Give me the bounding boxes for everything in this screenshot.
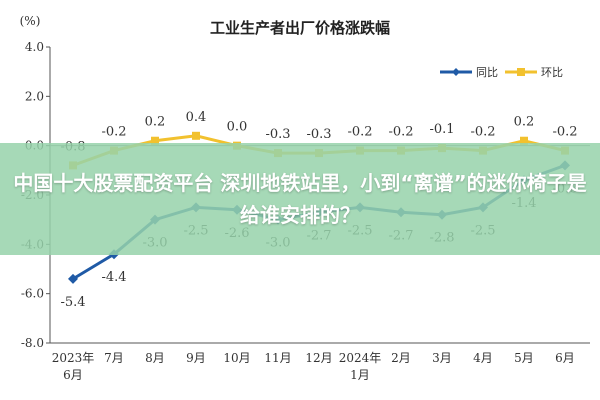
y-tick-label: 2.0 [25,89,44,103]
data-label-yoy: -4.4 [101,270,126,285]
data-label-mom: -0.3 [306,127,331,142]
legend: 同比 环比 [440,66,563,79]
data-label-mom: -0.2 [101,125,126,140]
x-tick-label: 9月 [186,351,206,365]
data-label-mom: -0.2 [552,125,577,140]
data-label-mom: -0.2 [388,125,413,140]
point-mom [520,136,528,145]
data-label-mom: -0.2 [470,125,495,140]
legend-marker-mom [517,68,525,76]
y-axis-unit-label: (%) [20,14,41,28]
y-tick-label: 4.0 [25,40,44,54]
data-label-yoy: -5.4 [60,295,85,310]
headline-banner[interactable]: 中国十大股票配资平台 深圳地铁站里，小到“离谱”的迷你椅子是给谁安排的？ [0,143,600,255]
x-axis-ticks: 2023年 6月 7月 8月 9月 10月 11月 12月 2024年 1月 2月 3月 4月 5月 6月 [52,351,575,382]
x-tick-label: 2月 [391,351,411,365]
data-label-mom: -0.2 [347,125,372,140]
data-label-mom: 0.4 [186,110,207,125]
headline-text[interactable]: 中国十大股票配资平台 深圳地铁站里，小到“离谱”的迷你椅子是给谁安排的？ [13,171,587,227]
chart-title: 工业生产者出厂价格涨跌幅 [210,19,390,37]
x-tick-label: 6月 [555,351,575,365]
x-tick-label: 2023年 6月 [52,351,95,382]
data-label-mom: 0.2 [514,115,535,130]
y-tick-label: -8.0 [21,336,44,350]
legend-label-yoy: 同比 [476,66,498,79]
point-mom [192,131,200,140]
legend-marker-yoy [452,68,460,76]
x-tick-label: 5月 [514,351,534,365]
point-yoy [68,273,78,284]
x-tick-label: 8月 [145,351,165,365]
data-label-mom: -0.1 [429,122,454,137]
data-label-mom: 0.2 [145,115,166,130]
x-tick-label: 7月 [104,351,124,365]
x-tick-label: 2024年 1月 [339,351,382,382]
x-tick-label: 3月 [432,351,452,365]
x-tick-label: 4月 [473,351,493,365]
data-label-mom: -0.3 [265,127,290,142]
x-tick-label: 12月 [305,351,332,365]
legend-label-mom: 环比 [541,66,563,79]
x-tick-label: 10月 [223,351,250,365]
x-tick-label: 11月 [264,351,291,365]
data-label-mom: 0.0 [227,120,248,135]
point-mom [151,136,159,145]
y-tick-label: -6.0 [21,287,44,301]
